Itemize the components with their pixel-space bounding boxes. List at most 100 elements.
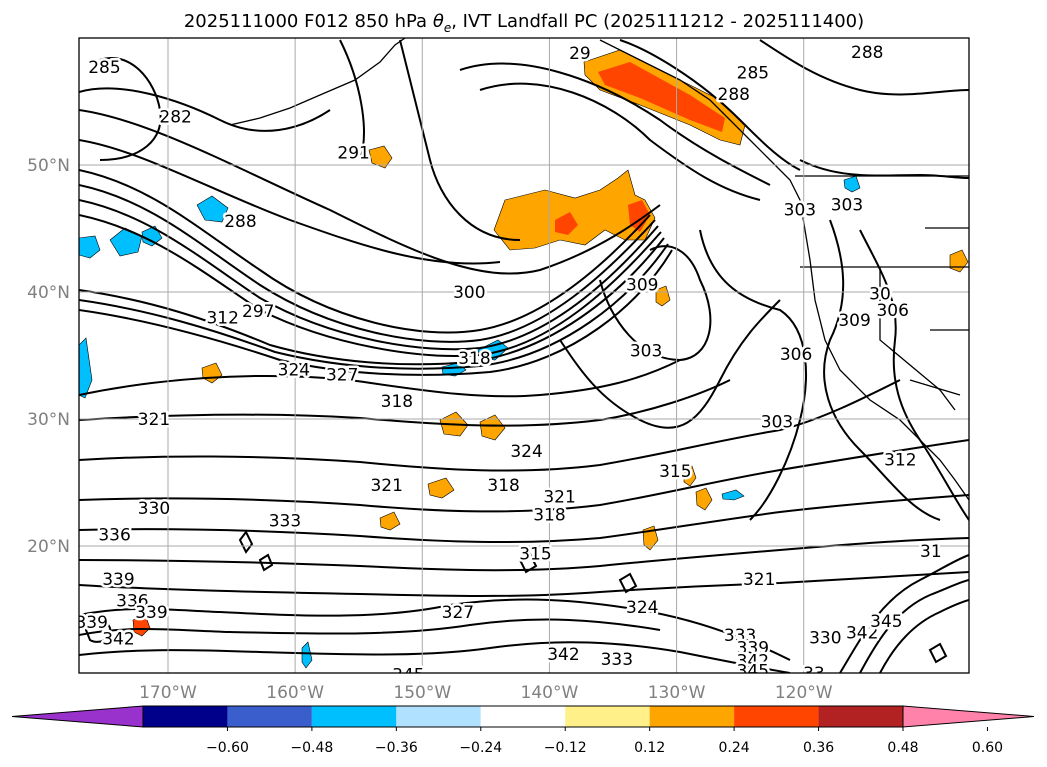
alaska-coastline: [229, 38, 406, 126]
contour-label: 324: [626, 598, 658, 618]
positive-anomaly-region: [427, 477, 455, 499]
colorbar-segment: [480, 706, 566, 727]
positive-anomaly-region: [695, 487, 713, 511]
contour-label-halo: 303: [761, 413, 793, 433]
contour-label: 282: [159, 108, 191, 128]
negative-anomaly-region: [79, 337, 93, 399]
contour-label-halo: 342: [102, 630, 134, 650]
contour-label-halo: 309: [838, 311, 870, 331]
contour-line: [79, 379, 731, 427]
contour-label-halo: 327: [442, 603, 474, 623]
contour-label: 321: [138, 410, 170, 430]
contour-line: [238, 530, 254, 554]
contour-line: [79, 199, 659, 351]
contour-label: 306: [876, 301, 908, 321]
positive-anomaly-region: [555, 212, 578, 235]
contour-line: [99, 57, 162, 161]
contour-label-halo: 309: [626, 275, 658, 295]
longitude-tick-label: 140°W: [521, 683, 579, 703]
colorbar-tick-label: −0.12: [544, 740, 587, 756]
contour-label-halo: 288: [224, 212, 256, 232]
contour-line: [879, 599, 969, 673]
negative-anomaly-region: [196, 195, 229, 223]
contour-label: 291: [337, 143, 369, 163]
contour-line: [518, 552, 538, 574]
contour-label-halo: 288: [718, 85, 750, 105]
colorbar-segment: [311, 706, 397, 727]
colorbar: −0.60 −0.48 −0.36 −0.24 −0.12 0.12 0.24 0.36 0.4…: [11, 705, 1035, 756]
latitude-tick-label: 20°N: [27, 537, 70, 557]
contour-label: 336: [116, 592, 148, 612]
contour-label-halo: 306: [780, 345, 812, 365]
contour-label: 300: [453, 283, 485, 303]
longitude-tick-label: 170°W: [139, 683, 197, 703]
contour-label: 33: [803, 664, 825, 684]
contour-label-halo: 300: [453, 283, 485, 303]
contour-label-halo: 303: [630, 341, 662, 361]
colorbar-tick-label: −0.60: [206, 740, 249, 756]
contour-label-halo: 321: [743, 570, 775, 590]
contour-label-halo: 291: [337, 143, 369, 163]
contour-label: 342: [737, 651, 769, 671]
contour-label-halo: 324: [626, 598, 658, 618]
latitude-tick-label: 30°N: [27, 410, 70, 430]
colorbar-tick-label: −0.24: [459, 740, 502, 756]
contour-line: [79, 184, 656, 343]
contour-line: [79, 379, 901, 472]
contour-line: [599, 245, 712, 362]
latitude-tick-label: 40°N: [27, 283, 70, 303]
contour-label: 318: [533, 505, 565, 525]
graticule: [79, 38, 969, 673]
contour-label-halo: 339: [135, 603, 167, 623]
contour-label: 315: [659, 462, 691, 482]
positive-anomaly-region: [683, 465, 697, 487]
contour-label: 321: [543, 487, 575, 507]
state-border: [909, 379, 961, 396]
contour-label: 30: [869, 284, 891, 304]
contour-label-halo: 330: [809, 628, 841, 648]
contour-line: [79, 214, 662, 357]
positive-anomaly-region: [479, 414, 506, 441]
colorbar-segment: [227, 706, 312, 727]
negative-anomaly-region: [843, 175, 861, 193]
contour-label: 339: [737, 639, 769, 659]
contour-label-halo: 297: [242, 302, 274, 322]
contour-label: 327: [442, 603, 474, 623]
contour-line: [839, 554, 969, 673]
contour-label: 333: [269, 512, 301, 532]
contour-label-halo: 285: [88, 58, 120, 78]
contour-label-halo: 315: [519, 545, 551, 565]
contour-label: 312: [884, 451, 916, 471]
contour-label-halo: 330: [138, 499, 170, 519]
contour-label: 31: [920, 542, 942, 562]
contour-line: [859, 579, 969, 673]
contour-label-halo: 312: [884, 451, 916, 471]
contour-label-halo: 321: [138, 410, 170, 430]
contour-label-halo: 288: [851, 43, 883, 63]
contour-label: 324: [510, 442, 542, 462]
contour-label-halo: 318: [533, 505, 565, 525]
contour-label: 309: [626, 275, 658, 295]
longitude-tick-label: 150°W: [393, 683, 451, 703]
contour-line: [79, 598, 791, 661]
contour-line: [928, 642, 948, 664]
contour-label-halo: 315: [659, 462, 691, 482]
contour-line: [79, 237, 665, 366]
contour-label: 303: [761, 413, 793, 433]
map-frame: [78, 37, 970, 674]
contour-line: [258, 553, 274, 572]
contour-label-halo: 318: [381, 392, 413, 412]
contour-label: 324: [278, 360, 310, 380]
contour-line: [79, 641, 791, 673]
contour-line: [559, 299, 781, 429]
negative-anomaly-region: [301, 641, 313, 669]
contour-line: [859, 229, 969, 521]
contour-label-halo: 339: [75, 613, 107, 633]
contour-label: 345: [870, 612, 902, 632]
contour-label: 288: [851, 43, 883, 63]
contour-label: 333: [724, 626, 756, 646]
contour-label: 345: [392, 665, 424, 685]
positive-anomaly-region: [493, 169, 656, 251]
positive-anomaly-region: [368, 145, 393, 169]
